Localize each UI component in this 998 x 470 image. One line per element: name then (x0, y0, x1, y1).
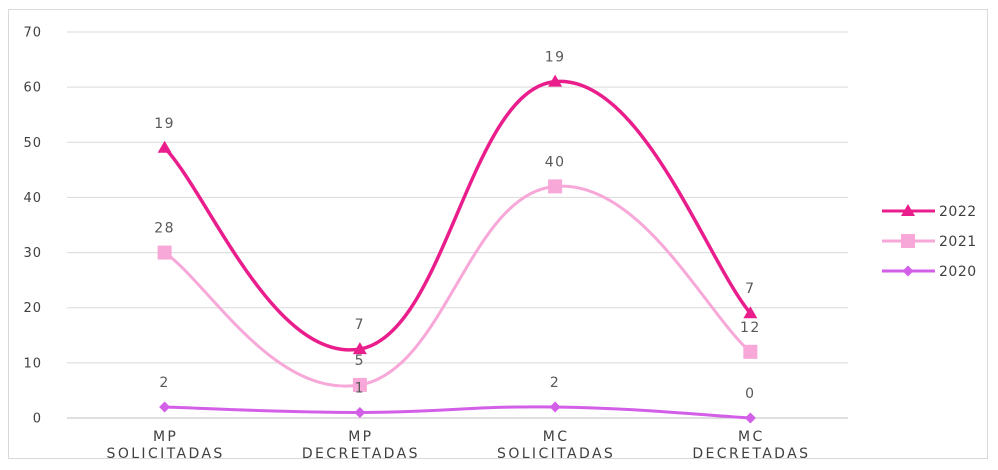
legend-label-2022: 2022 (939, 204, 977, 220)
y-tick-label: 20 (23, 301, 42, 316)
legend-marker-2020 (902, 265, 914, 277)
data-point-2022 (157, 140, 172, 153)
data-point-2022 (743, 306, 758, 319)
data-label-2022: 7 (355, 317, 365, 333)
data-label-2022: 19 (545, 50, 566, 66)
y-tick-label: 30 (23, 246, 42, 261)
data-label-2022: 7 (745, 281, 755, 297)
data-point-2021 (743, 344, 758, 359)
data-label-2020: 2 (159, 375, 169, 391)
x-category-label: DECRETADAS (692, 446, 810, 462)
data-point-2021 (352, 377, 367, 392)
data-point-2021 (157, 245, 172, 260)
x-category-label: SOLICITADAS (107, 446, 225, 462)
data-point-2020 (744, 412, 756, 424)
data-point-2022 (352, 342, 367, 355)
y-tick-label: 10 (23, 356, 42, 371)
legend-label-2021: 2021 (939, 234, 977, 250)
y-tick-label: 40 (23, 191, 42, 206)
legend-label-2020: 2020 (939, 264, 977, 280)
x-category-label: MP (153, 429, 178, 445)
data-label-2020: 1 (355, 380, 365, 396)
y-tick-label: 50 (23, 136, 42, 151)
data-point-2020 (549, 401, 561, 413)
data-label-2021: 12 (740, 320, 761, 336)
data-point-2022 (548, 74, 563, 87)
x-category-label: MP (348, 429, 373, 445)
data-label-2021: 40 (545, 154, 566, 170)
x-category-label: MC (738, 429, 765, 445)
data-point-2020 (354, 406, 366, 418)
data-point-2021 (548, 179, 563, 194)
x-category-label: SOLICITADAS (497, 446, 615, 462)
legend-marker-2021 (901, 234, 915, 248)
series-line-2021 (163, 184, 752, 388)
series-line-2022 (163, 79, 752, 352)
data-label-2020: 2 (550, 375, 560, 391)
y-tick-label: 0 (33, 412, 42, 427)
data-label-2021: 5 (355, 353, 365, 369)
y-tick-label: 60 (23, 81, 42, 96)
data-label-2022: 19 (154, 116, 175, 132)
legend-marker-2022 (901, 204, 915, 216)
series-line-2020 (164, 405, 751, 420)
chart-frame (8, 9, 988, 459)
y-tick-label: 70 (23, 26, 42, 41)
x-category-label: DECRETADAS (302, 446, 420, 462)
data-label-2021: 28 (154, 221, 175, 237)
x-category-label: MC (543, 429, 570, 445)
data-point-2020 (159, 401, 171, 413)
data-label-2020: 0 (745, 386, 755, 402)
